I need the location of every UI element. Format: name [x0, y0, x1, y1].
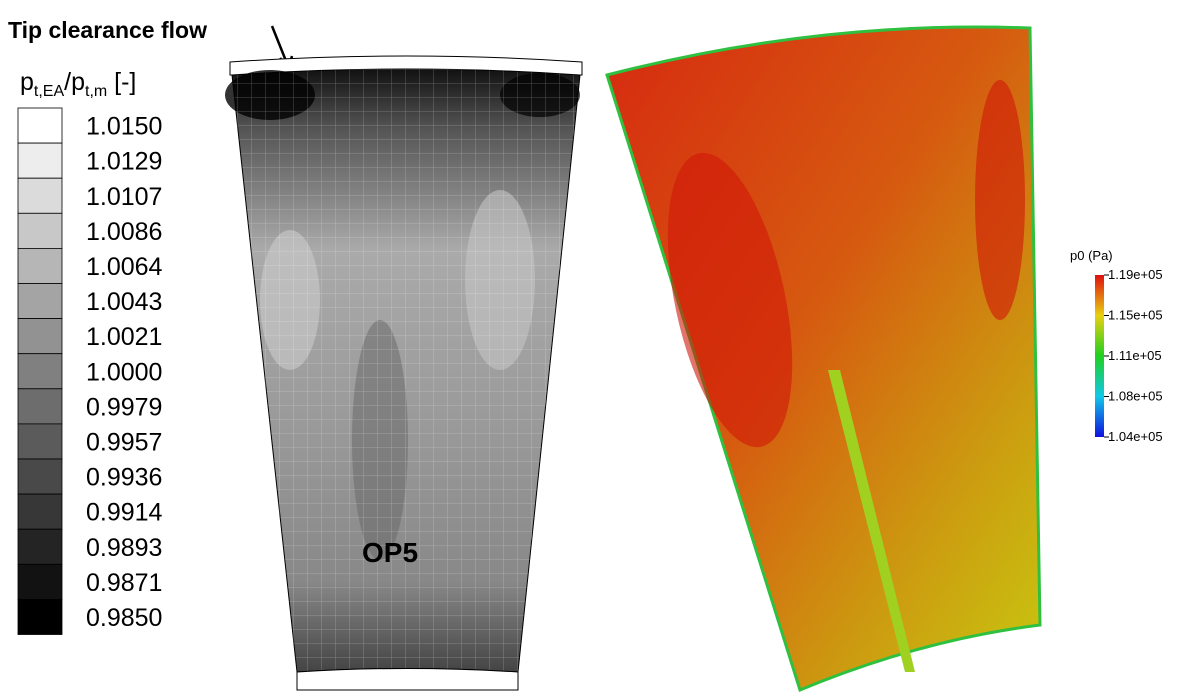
mesh [232, 69, 580, 672]
colorbar-label: 0.9914 [86, 499, 163, 527]
colorbar-swatch [17, 528, 63, 565]
colorbar-label: 0.9957 [86, 428, 162, 456]
colorbar-label: 1.0000 [86, 358, 162, 386]
colorbar-swatch [17, 458, 63, 495]
colorbar-label: 1.19e+05 [1108, 267, 1163, 282]
contour-plot-right [605, 25, 1042, 692]
colorbar-swatch [17, 107, 63, 144]
colorbar-swatch [17, 423, 63, 460]
colorbar-label: 0.9871 [86, 569, 162, 597]
colorbar-label: 0.9979 [86, 393, 162, 421]
colorbar-swatch [17, 142, 63, 179]
colorbar-swatch [17, 353, 63, 390]
colorbar-swatch [17, 563, 63, 600]
colorbar-label: 1.15e+05 [1108, 308, 1163, 323]
colorbar-swatch [17, 247, 63, 284]
panel-label: OP5 [362, 537, 418, 568]
colorbar-label: 1.08e+05 [1108, 389, 1163, 404]
colorbar-label: 1.0064 [86, 253, 163, 281]
colorbar-title: p0 (Pa) [1070, 248, 1113, 263]
wake [828, 370, 915, 672]
contour-region [667, 152, 793, 448]
colorbar-label: 1.0043 [86, 288, 162, 316]
colorbar-label: 1.0021 [86, 323, 162, 351]
contour-region [975, 80, 1025, 320]
colorbar-label: 1.04e+05 [1108, 429, 1163, 444]
colorbar-swatch [17, 318, 63, 355]
colorbar-swatch [17, 599, 63, 635]
colorbar-label: 1.0086 [86, 218, 162, 246]
colorbar-swatch [17, 388, 63, 425]
colorbar-label: 0.9936 [86, 464, 162, 492]
colorbar-right [1095, 275, 1104, 437]
colorbar-swatch [17, 283, 63, 319]
colorbar-swatch [17, 493, 63, 530]
colorbar-label: 0.9893 [86, 534, 162, 562]
colorbar-label: 1.0129 [86, 148, 162, 176]
colorbar-title: pt,EA/pt,m [-] [20, 68, 136, 100]
hub-gap [296, 668, 519, 691]
colorbar-label: 1.11e+05 [1108, 348, 1162, 363]
colorbar-label: 0.9850 [86, 604, 162, 632]
colorbar-label: 1.0107 [86, 183, 162, 211]
colorbar-label: 1.0150 [86, 113, 162, 141]
colorbar-swatch [17, 177, 63, 214]
colorbar-swatch [17, 212, 63, 249]
annotation: Tip clearance flow [8, 17, 207, 43]
